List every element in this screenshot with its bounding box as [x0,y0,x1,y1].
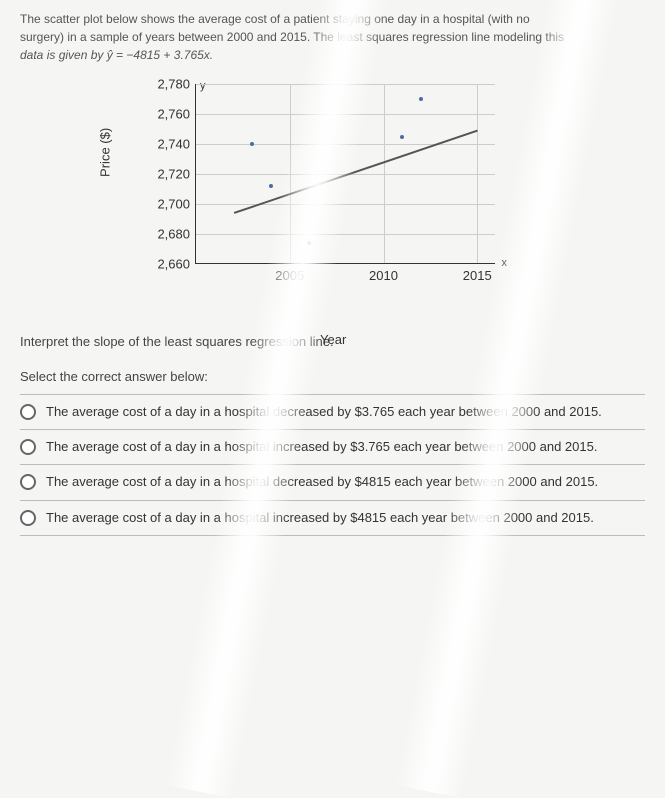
question-text: The scatter plot below shows the average… [20,10,645,64]
x-axis-label: Year [320,332,346,347]
y-symbol: y [200,80,206,92]
grid-line [477,84,478,263]
answer-option[interactable]: The average cost of a day in a hospital … [20,500,645,536]
grid-line [196,114,495,115]
data-point [307,241,311,245]
data-point [269,184,273,188]
x-tick-label: 2005 [275,268,304,283]
option-text: The average cost of a day in a hospital … [46,403,602,421]
radio-icon[interactable] [20,439,36,455]
y-tick-label: 2,780 [140,77,190,92]
option-text: The average cost of a day in a hospital … [46,438,597,456]
grid-line [196,84,495,85]
x-symbol: x [502,257,508,269]
y-tick-label: 2,740 [140,137,190,152]
answer-option[interactable]: The average cost of a day in a hospital … [20,464,645,499]
radio-icon[interactable] [20,404,36,420]
regression-line [233,129,477,213]
x-tick-label: 2015 [463,268,492,283]
y-tick-label: 2,660 [140,257,190,272]
q-line1: The scatter plot below shows the average… [20,12,530,26]
data-point [250,142,254,146]
q-line2: surgery) in a sample of years between 20… [20,30,564,44]
y-tick-label: 2,700 [140,197,190,212]
grid-line [196,204,495,205]
y-tick-label: 2,720 [140,167,190,182]
data-point [400,135,404,139]
grid-line [196,144,495,145]
select-label: Select the correct answer below: [20,369,645,384]
answer-option[interactable]: The average cost of a day in a hospital … [20,394,645,429]
y-tick-label: 2,680 [140,227,190,242]
grid-line [290,84,291,263]
scatter-chart: Price ($) 2,7802,7602,7402,7202,7002,680… [140,79,520,309]
option-text: The average cost of a day in a hospital … [46,473,598,491]
radio-icon[interactable] [20,474,36,490]
answer-option[interactable]: The average cost of a day in a hospital … [20,429,645,464]
q-line3: data is given by ŷ = −4815 + 3.765x. [20,48,213,62]
grid-line [196,234,495,235]
radio-icon[interactable] [20,510,36,526]
plot-area: y x 200520102015 [195,84,495,264]
y-tick-label: 2,760 [140,107,190,122]
x-tick-label: 2010 [369,268,398,283]
option-text: The average cost of a day in a hospital … [46,509,594,527]
y-axis-label: Price ($) [98,128,113,177]
data-point [419,97,423,101]
grid-line [384,84,385,263]
